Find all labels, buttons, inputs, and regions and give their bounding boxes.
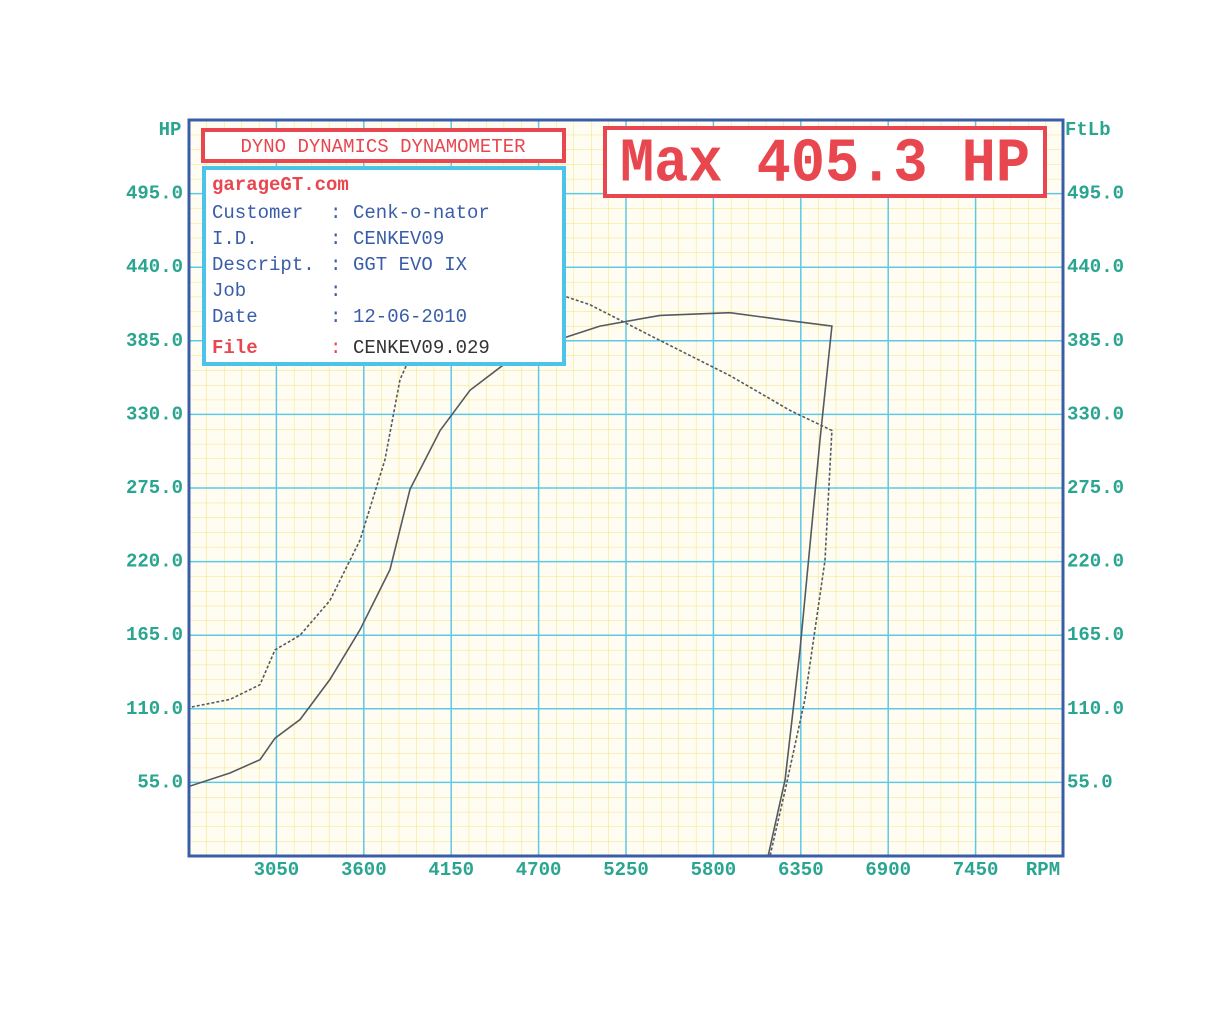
y2-tick-label: 330.0: [1067, 403, 1124, 425]
x-tick-label: 7450: [953, 859, 999, 881]
info-label: Customer: [212, 202, 303, 224]
info-box: [202, 166, 566, 366]
y-tick-label: 495.0: [126, 183, 183, 205]
y2-axis-label: FtLb: [1065, 119, 1111, 141]
series-line: [188, 311, 833, 857]
info-value: Cenk-o-nator: [353, 202, 490, 224]
info-separator: :: [330, 280, 341, 302]
y-tick-label: 330.0: [126, 403, 183, 425]
y-tick-label: 440.0: [126, 256, 183, 278]
shop-name: garageGT.com: [212, 174, 349, 196]
info-label: File: [212, 337, 258, 359]
x-axis-label: RPM: [1026, 859, 1060, 881]
info-separator: :: [330, 228, 341, 250]
info-separator: :: [330, 337, 341, 359]
y2-tick-label: 55.0: [1067, 771, 1113, 793]
y-tick-label: 55.0: [137, 771, 183, 793]
x-tick-label: 6350: [778, 859, 824, 881]
x-tick-label: 4150: [428, 859, 474, 881]
y-tick-label: 220.0: [126, 551, 183, 573]
chart-title: DYNO DYNAMICS DYNAMOMETER: [240, 136, 525, 158]
x-tick-label: 3600: [341, 859, 387, 881]
x-tick-label: 5250: [603, 859, 649, 881]
info-label: Date: [212, 306, 258, 328]
y2-tick-label: 220.0: [1067, 551, 1124, 573]
plot-frame: [187, 118, 1065, 858]
info-label: Job: [212, 280, 246, 302]
y2-tick-label: 165.0: [1067, 624, 1124, 646]
y2-tick-label: 275.0: [1067, 477, 1124, 499]
y2-tick-label: 385.0: [1067, 330, 1124, 352]
info-label: Descript.: [212, 254, 315, 276]
max-annotation: Max 405.3 HP: [620, 128, 1030, 199]
max-box: [603, 126, 1047, 198]
y2-tick-label: 110.0: [1067, 698, 1124, 720]
x-tick-label: 3050: [254, 859, 300, 881]
x-tick-label: 6900: [865, 859, 911, 881]
y2-tick-label: 440.0: [1067, 256, 1124, 278]
info-value: 12-06-2010: [353, 306, 467, 328]
info-value: CENKEV09: [353, 228, 444, 250]
y2-tick-label: 495.0: [1067, 183, 1124, 205]
info-separator: :: [330, 254, 341, 276]
info-value: CENKEV09.029: [353, 337, 490, 359]
info-value: GGT EVO IX: [353, 254, 468, 276]
y-tick-label: 165.0: [126, 624, 183, 646]
y-tick-label: 275.0: [126, 477, 183, 499]
info-separator: :: [330, 306, 341, 328]
title-box: [201, 128, 566, 163]
info-label: I.D.: [212, 228, 258, 250]
x-tick-label: 4700: [516, 859, 562, 881]
y-tick-label: 385.0: [126, 330, 183, 352]
y-axis-label: HP: [159, 119, 182, 141]
x-tick-label: 5800: [691, 859, 737, 881]
y-tick-label: 110.0: [126, 698, 183, 720]
info-separator: :: [330, 202, 341, 224]
